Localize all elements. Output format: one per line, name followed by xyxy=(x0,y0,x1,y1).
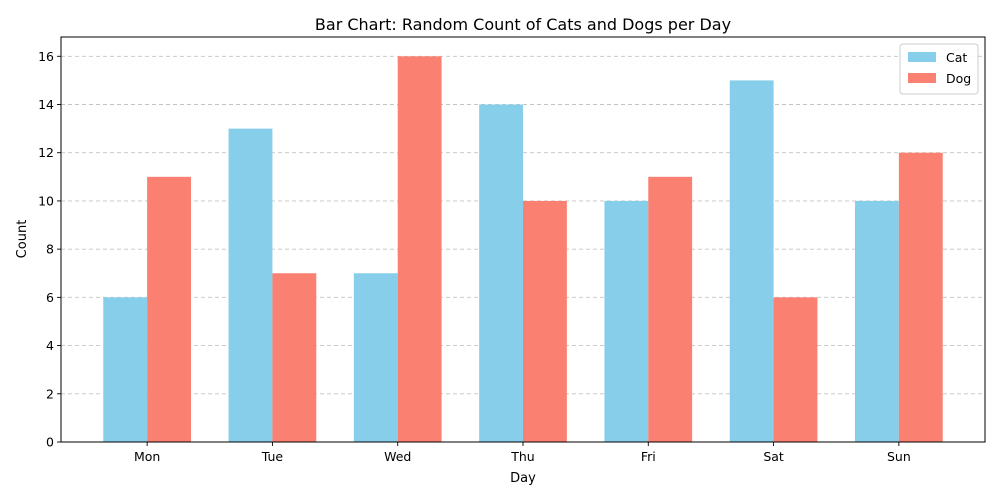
y-tick-label: 14 xyxy=(38,97,54,112)
y-tick-label: 6 xyxy=(46,290,54,305)
bar-dog-wed xyxy=(397,56,442,443)
bar-dog-fri xyxy=(648,176,693,443)
bar-dog-sat xyxy=(773,297,818,442)
x-tick-label: Thu xyxy=(510,449,534,464)
x-axis-label: Day xyxy=(510,471,536,486)
y-axis-ticks: 0 2 4 6 8 10 12 14 16 xyxy=(38,49,61,450)
legend-swatch-cat xyxy=(908,52,936,62)
bar-cat-sun xyxy=(855,200,899,442)
x-tick-label: Tue xyxy=(261,449,284,464)
y-axis-label: Count xyxy=(15,220,30,259)
x-tick-label: Fri xyxy=(641,449,656,464)
y-tick-label: 12 xyxy=(38,145,54,160)
legend: Cat Dog xyxy=(899,43,979,95)
y-tick-label: 2 xyxy=(46,386,54,401)
bar-cat-wed xyxy=(353,273,398,442)
chart-title: Bar Chart: Random Count of Cats and Dogs… xyxy=(315,15,731,34)
bar-cat-thu xyxy=(479,104,523,442)
bar-dog-tue xyxy=(272,273,317,442)
y-tick-label: 0 xyxy=(46,435,54,450)
x-tick-label: Sun xyxy=(887,449,911,464)
x-tick-label: Mon xyxy=(134,449,160,464)
y-tick-label: 8 xyxy=(46,242,54,257)
x-axis-ticks: Mon Tue Wed Thu Fri Sat Sun xyxy=(134,442,911,464)
legend-label-cat: Cat xyxy=(946,50,967,65)
bar-cat-tue xyxy=(228,128,273,442)
bar-cat-mon xyxy=(103,297,148,442)
x-tick-label: Wed xyxy=(384,449,411,464)
legend-swatch-dog xyxy=(908,73,936,83)
legend-label-dog: Dog xyxy=(946,71,971,86)
bar-dog-mon xyxy=(147,176,191,443)
y-tick-label: 16 xyxy=(38,49,54,64)
bar-cat-fri xyxy=(604,200,649,442)
bar-dog-thu xyxy=(523,200,567,442)
x-tick-label: Sat xyxy=(763,449,784,464)
bar-cat-sat xyxy=(729,80,774,443)
bar-dog-sun xyxy=(898,152,943,442)
bars xyxy=(103,56,943,443)
y-tick-label: 4 xyxy=(46,338,54,353)
y-tick-label: 10 xyxy=(38,193,54,208)
